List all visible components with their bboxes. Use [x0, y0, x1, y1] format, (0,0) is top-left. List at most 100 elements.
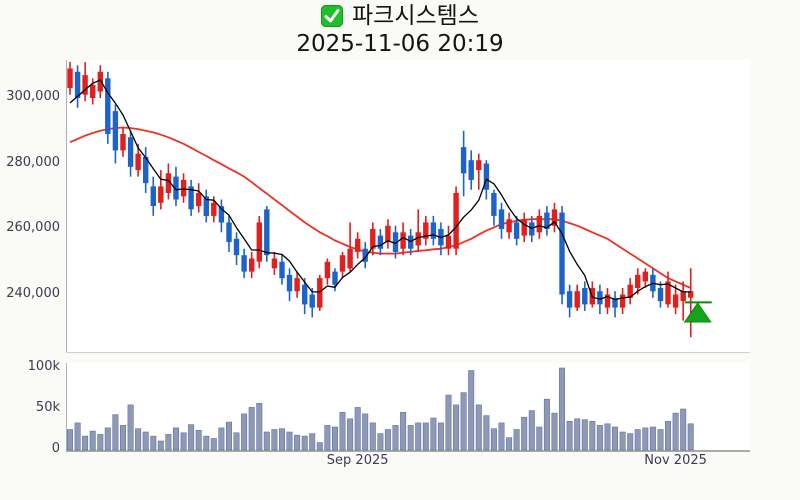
candle-body-down: [544, 212, 550, 229]
volume-bar: [165, 434, 172, 451]
candle-body-up: [211, 202, 217, 216]
volume-bar: [680, 408, 687, 451]
volume-bar: [369, 422, 376, 451]
candle-body-down: [566, 291, 573, 308]
volume-bar: [195, 429, 202, 451]
candle-body-up: [672, 294, 679, 308]
candle-body-up: [680, 291, 686, 301]
candle-body-up: [423, 222, 429, 239]
volume-bar: [392, 425, 399, 451]
volume-bar: [664, 420, 671, 451]
volume-bar: [490, 428, 497, 451]
volume-bar: [241, 413, 248, 451]
ma-short-line: [69, 79, 691, 301]
volume-bar: [475, 404, 482, 451]
volume-bar: [400, 411, 407, 451]
volume-bar: [120, 425, 127, 451]
candle-body-down: [188, 186, 194, 210]
candle-body-up: [324, 261, 331, 279]
candle-body-up: [370, 229, 376, 249]
up-triangle-icon: [683, 302, 712, 323]
candle-body-down: [597, 291, 603, 305]
volume-bar: [498, 422, 505, 451]
chart-title-row: 파크시스템스: [0, 2, 800, 30]
volume-bar: [278, 428, 285, 451]
candle-body-up: [521, 219, 527, 236]
candle-body-up: [97, 71, 103, 92]
volume-bar: [331, 426, 338, 451]
volume-bar: [339, 411, 346, 451]
volume-bar: [354, 407, 361, 451]
volume-bar: [309, 433, 316, 451]
volume-bar: [233, 432, 240, 451]
candle-body-up: [135, 153, 141, 171]
volume-bar: [97, 434, 104, 451]
candle-body-up: [339, 255, 346, 272]
volume-bar: [104, 427, 111, 451]
candle-body-down: [392, 232, 399, 252]
volume-bar: [135, 428, 142, 451]
candle-body-down: [491, 193, 497, 216]
price-axis-tick-label: 300,000: [6, 89, 60, 104]
candle-body-down: [264, 209, 270, 256]
chart-datetime: 2025-11-06 20:19: [296, 31, 504, 57]
volume-bar: [558, 367, 565, 451]
candle-body-up: [180, 179, 187, 197]
volume-bar: [203, 435, 210, 451]
candle-body-down: [218, 206, 225, 223]
volume-bar: [521, 416, 528, 451]
candle-body-up: [271, 258, 278, 269]
candle-body-up: [400, 232, 406, 249]
volume-bar: [316, 442, 323, 451]
candle-body-down: [498, 209, 505, 229]
volume-bar: [483, 415, 490, 451]
volume-bar: [127, 404, 134, 451]
candle-body-up: [120, 134, 126, 151]
volume-bar: [506, 437, 513, 451]
volume-bar: [210, 438, 217, 451]
volume-bar: [528, 410, 535, 451]
volume-bar: [619, 431, 626, 451]
price-plot-area: [66, 60, 750, 352]
candle-body-up: [536, 215, 542, 233]
candle-body-down: [612, 297, 618, 308]
candle-body-down: [279, 261, 285, 279]
candle-body-up: [453, 193, 459, 249]
volume-bar: [581, 419, 588, 451]
volume-bar: [430, 417, 437, 451]
candle-body-up: [82, 75, 88, 95]
volume-bar: [672, 412, 679, 451]
volume-bar: [453, 404, 460, 451]
volume-bar: [415, 422, 422, 451]
candle-body-down: [233, 238, 240, 256]
candle-body-up: [635, 274, 641, 288]
volume-bar: [377, 433, 384, 451]
candle-body-down: [241, 255, 247, 272]
volume-bar: [112, 414, 119, 451]
volume-bars-layer: [67, 367, 694, 451]
candle-body-down: [460, 147, 467, 174]
volume-bar: [362, 413, 369, 451]
candle-body-up: [445, 235, 452, 249]
candle-body-up: [619, 294, 626, 308]
volume-bar: [218, 427, 225, 451]
volume-bar: [286, 431, 293, 451]
candle-body-down: [657, 288, 664, 302]
volume-bar: [74, 422, 81, 451]
volume-axis-tick-label: 0: [51, 441, 60, 456]
candle-body-down: [377, 235, 384, 249]
volume-bar: [188, 424, 195, 451]
price-axis-tick-label: 260,000: [6, 220, 60, 235]
candle-body-up: [347, 248, 353, 269]
candle-body-up: [415, 232, 421, 246]
candle-body-down: [483, 163, 490, 190]
candle-body-down: [309, 294, 315, 308]
volume-bar: [226, 421, 233, 451]
volume-bar: [445, 394, 452, 451]
volume-bar: [256, 402, 263, 451]
candle-body-up: [67, 68, 73, 89]
volume-bar: [543, 398, 550, 451]
candle-body-up: [165, 173, 172, 193]
